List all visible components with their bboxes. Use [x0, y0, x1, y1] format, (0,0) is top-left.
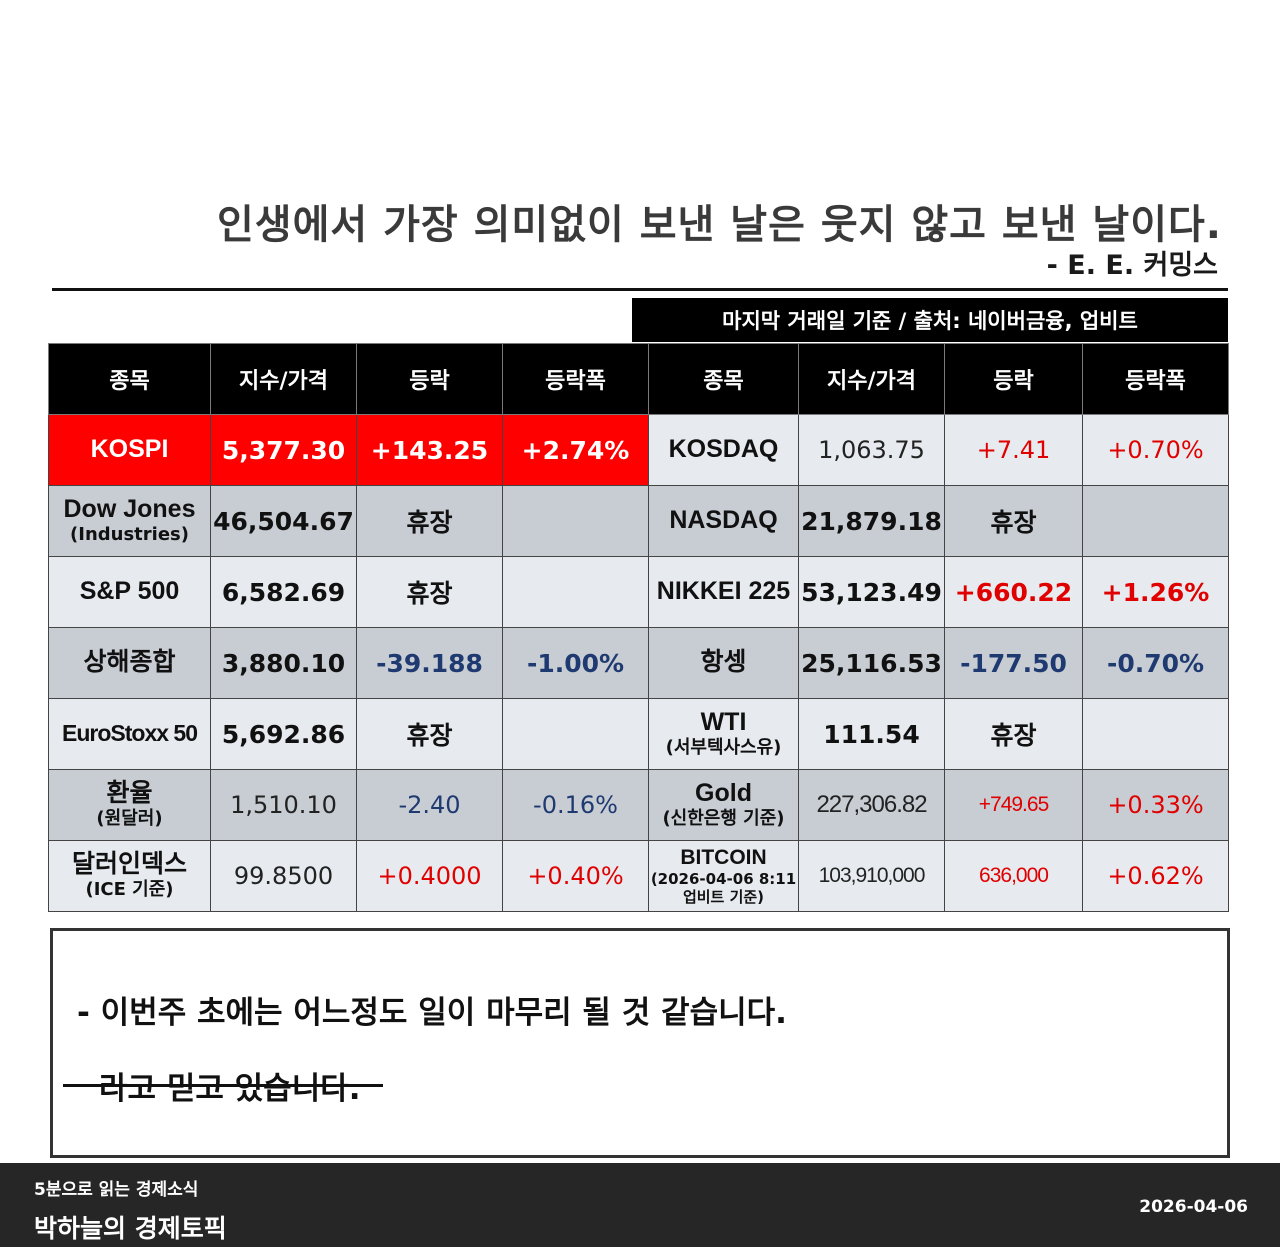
table-row: KOSPI 5,377.30 +143.25 +2.74% KOSDAQ 1,0…: [48, 414, 1229, 486]
quote-author: - E. E. 커밍스: [1046, 250, 1218, 281]
index-pct: [1082, 698, 1229, 770]
index-price: 21,879.18: [798, 485, 945, 557]
index-change: 휴장: [356, 698, 503, 770]
index-price: 103,910,000: [798, 840, 945, 912]
index-pct: +0.62%: [1082, 840, 1229, 912]
index-name-kosdaq: KOSDAQ: [648, 414, 799, 486]
index-name-gold: Gold (신한은행 기준): [648, 769, 799, 841]
index-price: 5,692.86: [210, 698, 357, 770]
index-name-wti: WTI (서부텍사스유): [648, 698, 799, 770]
index-name-hangseng: 항셍: [648, 627, 799, 699]
index-price: 99.8500: [210, 840, 357, 912]
index-name-kospi: KOSPI: [48, 414, 211, 486]
header-cell: 등락폭: [502, 343, 649, 415]
header-cell: 등락: [944, 343, 1083, 415]
index-name-nikkei: NIKKEI 225: [648, 556, 799, 628]
header-cell: 등락: [356, 343, 503, 415]
index-change: 636,000: [944, 840, 1083, 912]
index-price: 25,116.53: [798, 627, 945, 699]
index-change: +749.65: [944, 769, 1083, 841]
market-table: 종목 지수/가격 등락 등락폭 종목 지수/가격 등락 등락폭 KOSPI 5,…: [48, 343, 1229, 912]
footer-date: 2026-04-06: [1139, 1197, 1248, 1217]
index-name-eurostoxx: EuroStoxx 50: [48, 698, 211, 770]
index-change: -39.188: [356, 627, 503, 699]
index-change: +143.25: [356, 414, 503, 486]
footer-subtitle: 5분으로 읽는 경제소식: [34, 1180, 199, 1200]
footer-title: 박하늘의 경제토픽: [34, 1214, 227, 1243]
index-pct: [502, 485, 649, 557]
index-change: +7.41: [944, 414, 1083, 486]
divider: [52, 288, 1228, 291]
table-row: S&P 500 6,582.69 휴장 NIKKEI 225 53,123.49…: [48, 556, 1229, 628]
index-pct: +2.74%: [502, 414, 649, 486]
index-change: 휴장: [944, 485, 1083, 557]
index-price: 227,306.82: [798, 769, 945, 841]
index-change: 휴장: [944, 698, 1083, 770]
index-name-nasdaq: NASDAQ: [648, 485, 799, 557]
index-pct: +0.33%: [1082, 769, 1229, 841]
index-pct: +0.70%: [1082, 414, 1229, 486]
index-change: 휴장: [356, 556, 503, 628]
index-change: 휴장: [356, 485, 503, 557]
note-box: - 이번주 초에는 어느정도 일이 마무리 될 것 같습니다. 라고 믿고 있습…: [50, 928, 1230, 1158]
index-change: +0.4000: [356, 840, 503, 912]
table-row: Dow Jones (Industries) 46,504.67 휴장 NASDA…: [48, 485, 1229, 557]
index-pct: [502, 556, 649, 628]
index-pct: -0.16%: [502, 769, 649, 841]
index-pct: [502, 698, 649, 770]
table-row: 달러인덱스 (ICE 기준) 99.8500 +0.4000 +0.40% BIT…: [48, 840, 1229, 912]
index-name-sp500: S&P 500: [48, 556, 211, 628]
index-pct: +0.40%: [502, 840, 649, 912]
index-price: 1,510.10: [210, 769, 357, 841]
index-price: 5,377.30: [210, 414, 357, 486]
table-row: 상해종합 3,880.10 -39.188 -1.00% 항셍 25,116.5…: [48, 627, 1229, 699]
index-price: 53,123.49: [798, 556, 945, 628]
header-cell: 등락폭: [1082, 343, 1229, 415]
index-name-bitcoin: BITCOIN (2026-04-06 8:11 업비트 기준): [648, 840, 799, 912]
index-name-shanghai: 상해종합: [48, 627, 211, 699]
header-cell: 지수/가격: [798, 343, 945, 415]
note-line-1: - 이번주 초에는 어느정도 일이 마무리 될 것 같습니다.: [77, 995, 787, 1031]
footer: 5분으로 읽는 경제소식 박하늘의 경제토픽 2026-04-06: [0, 1163, 1280, 1247]
index-name-dow: Dow Jones (Industries): [48, 485, 211, 557]
table-row: EuroStoxx 50 5,692.86 휴장 WTI (서부텍사스유) 111…: [48, 698, 1229, 770]
index-price: 6,582.69: [210, 556, 357, 628]
index-change: -2.40: [356, 769, 503, 841]
strikethrough-line: [63, 1084, 383, 1087]
note-line-2: 라고 믿고 있습니다.: [99, 1071, 361, 1107]
index-pct: -0.70%: [1082, 627, 1229, 699]
index-price: 46,504.67: [210, 485, 357, 557]
source-note: 마지막 거래일 기준 / 출처: 네이버금융, 업비트: [632, 298, 1228, 342]
table-header-row: 종목 지수/가격 등락 등락폭 종목 지수/가격 등락 등락폭: [48, 343, 1229, 415]
index-name-dxy: 달러인덱스 (ICE 기준): [48, 840, 211, 912]
header-cell: 지수/가격: [210, 343, 357, 415]
header-cell: 종목: [648, 343, 799, 415]
index-pct: -1.00%: [502, 627, 649, 699]
index-price: 1,063.75: [798, 414, 945, 486]
index-change: +660.22: [944, 556, 1083, 628]
table-row: 환율 (원달러) 1,510.10 -2.40 -0.16% Gold (신한은행 …: [48, 769, 1229, 841]
header-cell: 종목: [48, 343, 211, 415]
index-price: 111.54: [798, 698, 945, 770]
index-pct: [1082, 485, 1229, 557]
index-change: -177.50: [944, 627, 1083, 699]
quote-text: 인생에서 가장 의미없이 보낸 날은 웃지 않고 보낸 날이다.: [216, 202, 1222, 248]
index-pct: +1.26%: [1082, 556, 1229, 628]
index-price: 3,880.10: [210, 627, 357, 699]
index-name-fx: 환율 (원달러): [48, 769, 211, 841]
